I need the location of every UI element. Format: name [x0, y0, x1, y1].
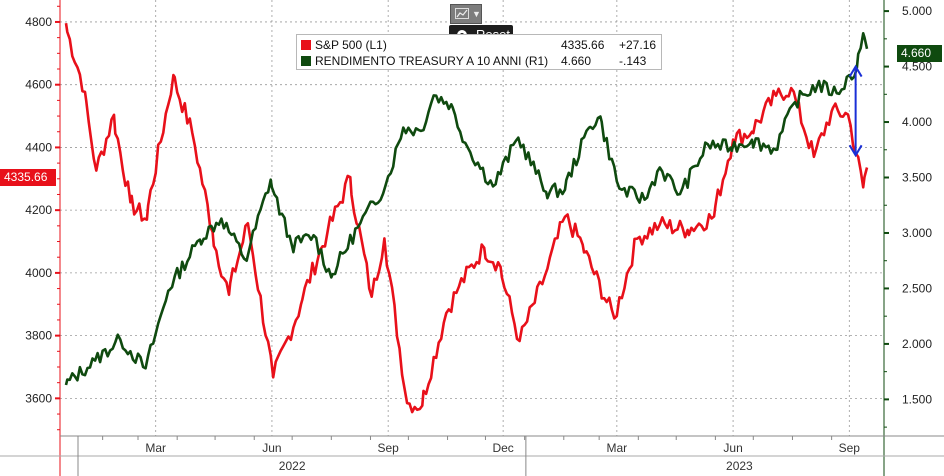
x-month-label: Sep: [839, 441, 861, 455]
left-tick-label: 3800: [25, 329, 52, 343]
right-axis: 1.500 2.000 2.500 3.000 3.500 4.000 4.500 5.000: [883, 0, 932, 476]
right-tick-label: 4.000: [902, 115, 932, 129]
x-month-label: Dec: [492, 441, 513, 455]
left-tick-label: 4800: [25, 15, 52, 29]
last-value-badge-sp500: 4335.66: [0, 169, 56, 186]
left-axis: 3600 3800 4000 4200 4400 4600 4800: [25, 0, 61, 476]
right-tick-label: 2.000: [902, 337, 932, 351]
chart-type-button[interactable]: ▼: [450, 4, 482, 24]
left-tick-label: 3600: [25, 391, 52, 405]
left-tick-label: 4200: [25, 203, 52, 217]
left-tick-label: 4400: [25, 140, 52, 154]
series-line-treasury: [64, 31, 869, 386]
right-tick-label: 1.500: [902, 392, 932, 406]
legend-name-sp500: S&P 500 (L1): [315, 38, 387, 52]
right-tick-label: 3.000: [902, 226, 932, 240]
x-year-label: 2023: [726, 459, 753, 473]
legend-value-treasury: 4.660: [561, 54, 592, 68]
right-tick-label: 2.500: [902, 281, 932, 295]
legend-swatch-treasury: [301, 56, 311, 66]
annotation-arrow-head-bottom: [848, 144, 863, 158]
right-tick-label: 3.500: [902, 171, 932, 185]
right-tick-label: 5.000: [902, 4, 932, 18]
legend-value-sp500: 4335.66: [561, 38, 605, 52]
annotation-arrow-head-top: [848, 64, 863, 78]
legend-change-treasury: -.143: [619, 54, 647, 68]
x-month-label: Mar: [145, 441, 166, 455]
series-layer: [64, 23, 869, 414]
legend-change-sp500: +27.16: [619, 38, 657, 52]
last-value-badge-treasury: 4.660: [897, 45, 942, 62]
legend-swatch-sp500: [301, 40, 311, 50]
legend-name-treasury: RENDIMENTO TREASURY A 10 ANNI (R1): [315, 54, 549, 68]
x-month-label: Mar: [607, 441, 628, 455]
legend: S&P 500 (L1) 4335.66 +27.16 RENDIMENTO T…: [296, 34, 662, 70]
x-axis: Mar Jun Sep Dec Mar Jun Sep 2022 2023: [0, 435, 944, 476]
x-month-label: Jun: [262, 441, 281, 455]
line-chart-icon: [455, 8, 469, 19]
right-tick-label: 4.500: [902, 60, 932, 74]
chevron-down-icon: ▼: [472, 9, 481, 19]
x-year-label: 2022: [279, 459, 306, 473]
annotation-layer: [848, 64, 863, 158]
left-tick-label: 4600: [25, 78, 52, 92]
left-tick-label: 4000: [25, 266, 52, 280]
x-month-label: Jun: [723, 441, 742, 455]
plot-background: [60, 0, 884, 436]
x-month-label: Sep: [377, 441, 399, 455]
